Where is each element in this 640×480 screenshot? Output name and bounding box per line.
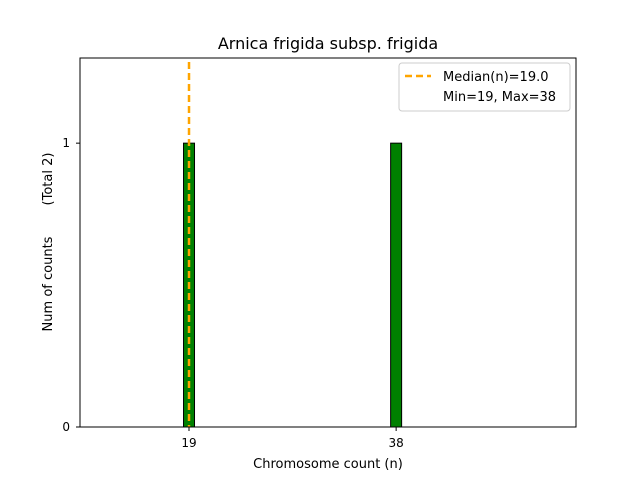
x-ticks: 19 38 [181,427,404,450]
chart-title: Arnica frigida subsp. frigida [218,34,438,53]
x-tick-label-0: 19 [181,436,196,450]
y-tick-label-0: 0 [62,420,70,434]
bar-1 [390,142,403,428]
x-axis-label: Chromosome count (n) [253,457,403,472]
y-axis-total-label: (Total 2) [41,153,56,206]
y-tick-label-1: 1 [62,136,70,150]
legend-entry-median: Median(n)=19.0 [443,70,549,85]
legend-entry-range: Min=19, Max=38 [443,90,556,105]
legend-box [398,62,571,112]
legend: Median(n)=19.0 Min=19, Max=38 [398,62,571,112]
y-ticks: 01 [62,136,80,434]
y-axis-label: Num of counts [41,236,56,331]
x-tick-label-1: 38 [388,436,403,450]
plot-frame [79,57,577,428]
